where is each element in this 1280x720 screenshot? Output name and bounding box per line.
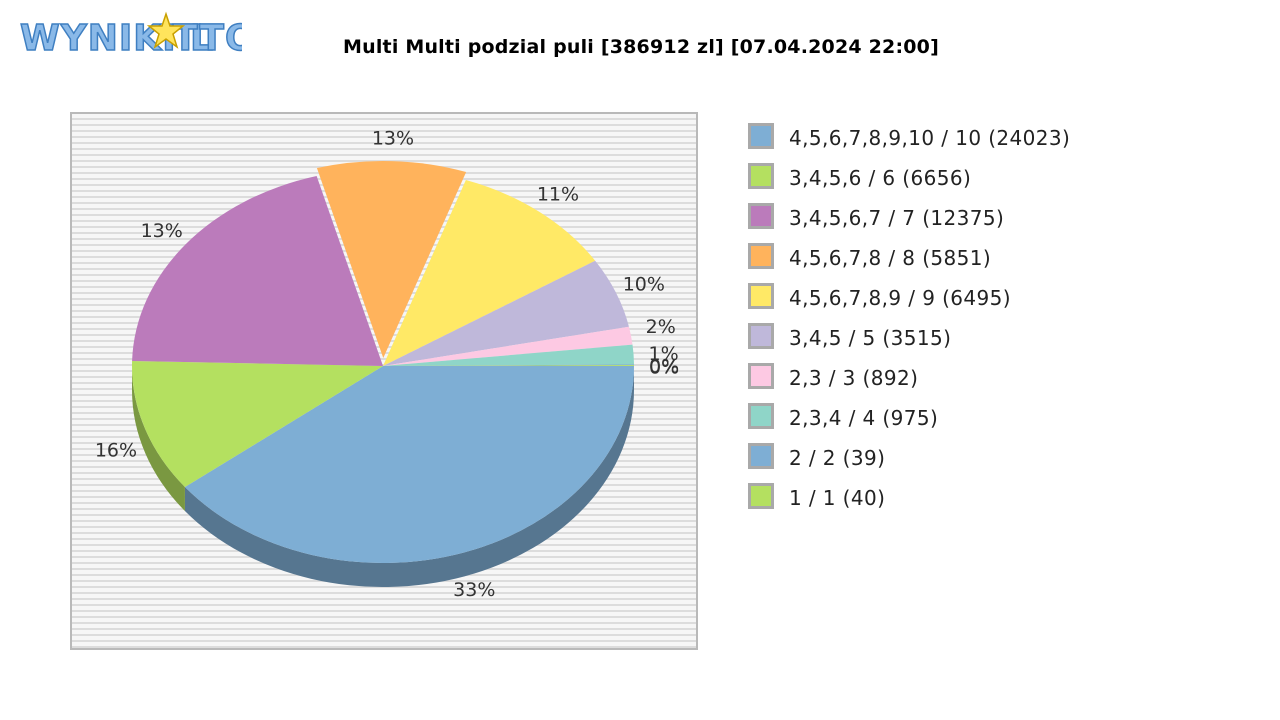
legend-item: 2,3 / 3 (892) [748,362,1248,394]
legend-item: 4,5,6,7,8 / 8 (5851) [748,242,1248,274]
legend-label: 4,5,6,7,8,9,10 / 10 (24023) [789,126,1071,150]
legend-swatch [748,283,774,309]
legend-item: 3,4,5,6,7 / 7 (12375) [748,202,1248,234]
legend-label: 3,4,5,6 / 6 (6656) [789,166,972,190]
legend-item: 1 / 1 (40) [748,482,1248,514]
legend-swatch [748,403,774,429]
legend-label: 4,5,6,7,8,9 / 9 (6495) [789,286,1011,310]
svg-text:WYNIKI L: WYNIKI L [20,18,214,59]
legend-swatch [748,123,774,149]
legend-item: 2 / 2 (39) [748,442,1248,474]
legend-item: 3,4,5 / 5 (3515) [748,322,1248,354]
legend-item: 4,5,6,7,8,9,10 / 10 (24023) [748,122,1248,154]
legend-item: 3,4,5,6 / 6 (6656) [748,162,1248,194]
chart-title: Multi Multi podzial puli [386912 zl] [07… [342,36,939,58]
legend-swatch [748,483,774,509]
legend-swatch [748,323,774,349]
legend-label: 2,3 / 3 (892) [789,366,919,390]
legend-swatch [748,163,774,189]
legend-swatch [748,443,774,469]
legend-swatch [748,203,774,229]
legend-swatch [748,243,774,269]
legend-label: 4,5,6,7,8 / 8 (5851) [789,246,992,270]
legend-label: 3,4,5,6,7 / 7 (12375) [789,206,1005,230]
legend-swatch [748,363,774,389]
legend-label: 3,4,5 / 5 (3515) [789,326,952,350]
legend-item: 2,3,4 / 4 (975) [748,402,1248,434]
plot-area [70,112,698,650]
legend-label: 1 / 1 (40) [789,486,886,510]
legend-label: 2 / 2 (39) [789,446,886,470]
legend-item: 4,5,6,7,8,9 / 9 (6495) [748,282,1248,314]
legend-label: 2,3,4 / 4 (975) [789,406,939,430]
